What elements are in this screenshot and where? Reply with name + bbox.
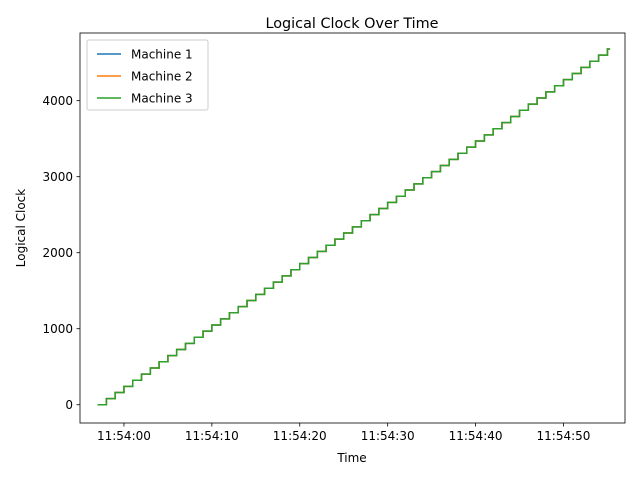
x-tick-label: 11:54:50 — [537, 429, 591, 443]
y-axis: 0 1000 2000 3000 4000 — [42, 94, 80, 412]
legend-label-1: Machine 1 — [131, 47, 193, 61]
x-axis-label: Time — [336, 451, 366, 465]
y-tick-label: 4000 — [42, 94, 73, 108]
chart-title: Logical Clock Over Time — [265, 16, 438, 32]
y-tick-label: 3000 — [42, 170, 73, 184]
legend-label-3: Machine 3 — [131, 91, 193, 105]
x-tick-label: 11:54:10 — [185, 429, 239, 443]
legend-label-2: Machine 2 — [131, 69, 193, 83]
y-axis-label: Logical Clock — [14, 189, 28, 268]
series-line-3 — [97, 48, 611, 406]
x-tick-label: 11:54:40 — [449, 429, 503, 443]
legend: Machine 1 Machine 2 Machine 3 — [86, 39, 209, 111]
x-tick-label: 11:54:00 — [97, 429, 151, 443]
x-tick-label: 11:54:30 — [361, 429, 415, 443]
legend-frame — [86, 39, 209, 111]
x-axis: 11:54:00 11:54:10 11:54:20 11:54:30 11:54:40… — [97, 423, 590, 443]
y-tick-label: 2000 — [42, 246, 73, 260]
x-tick-label: 11:54:20 — [273, 429, 327, 443]
series-layer — [97, 48, 611, 406]
plot-frame — [79, 32, 626, 424]
y-tick-label: 1000 — [42, 322, 73, 336]
y-tick-label: 0 — [65, 398, 73, 412]
